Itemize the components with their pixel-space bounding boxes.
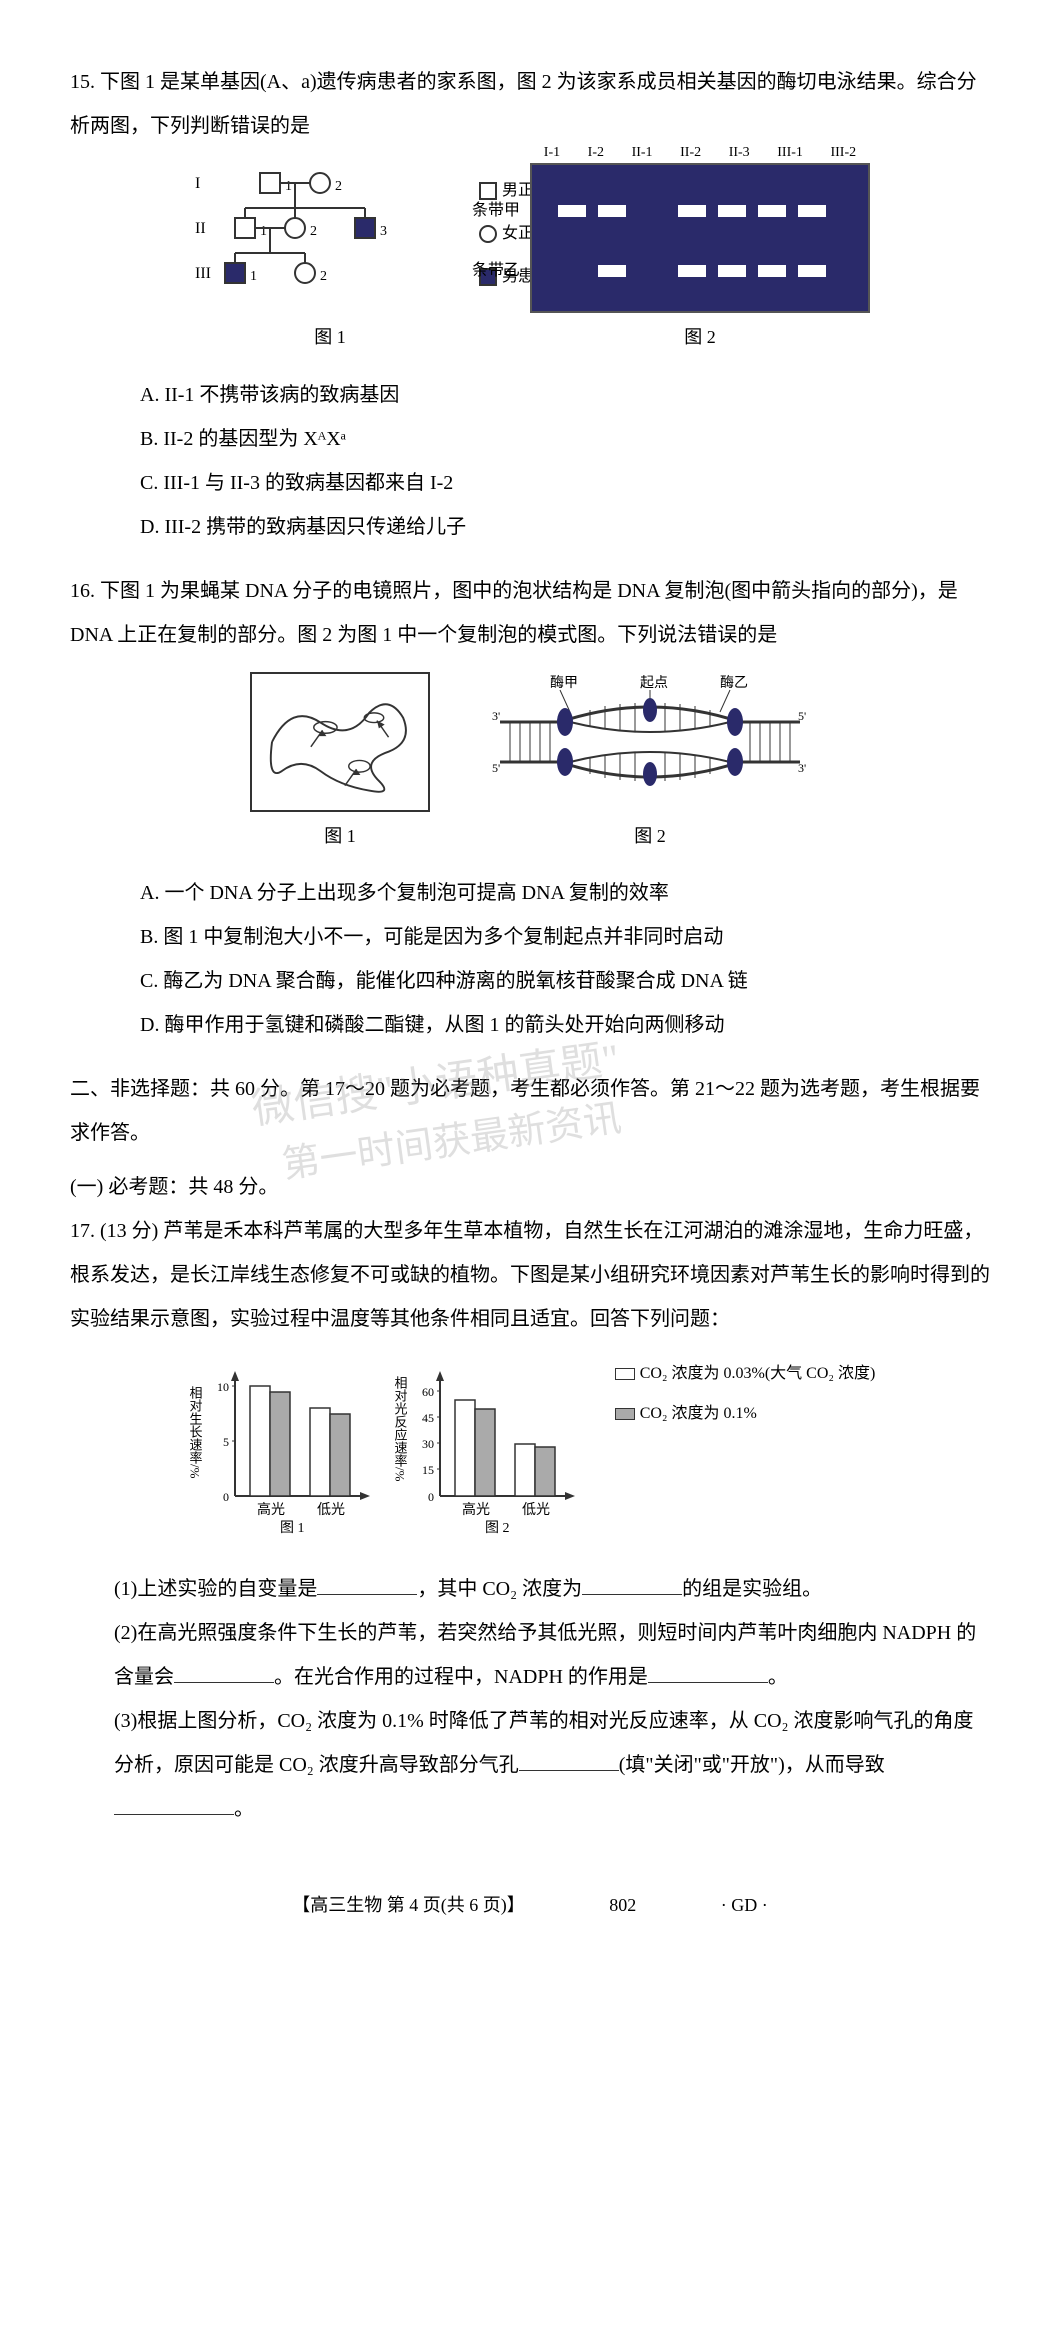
svg-text:1: 1 <box>250 269 257 284</box>
gel-row1-label: 条带甲 <box>472 193 520 228</box>
q16-options: A. 一个 DNA 分子上出现多个复制泡可提高 DNA 复制的效率 B. 图 1… <box>70 871 990 1047</box>
footer-center: 【高三生物 第 4 页(共 6 页)】 <box>292 1895 525 1915</box>
page-footer: 【高三生物 第 4 页(共 6 页)】 802 · GD · <box>70 1891 990 1917</box>
svg-text:5': 5' <box>798 709 806 723</box>
q17-points: (13 分) <box>100 1220 158 1242</box>
q17-text: 芦苇是禾本科芦苇属的大型多年生草本植物，自然生长在江河湖泊的滩涂湿地，生命力旺盛… <box>70 1220 990 1330</box>
q17-number: 17. <box>70 1220 95 1242</box>
svg-text:图 1: 图 1 <box>280 1521 305 1536</box>
q17-chart-legend: CO₂ 浓度为 0.03%(大气 CO₂ 浓度) CO₂ 浓度为 0.1% <box>615 1356 876 1436</box>
enzyme-b-label: 酶乙 <box>720 675 748 691</box>
svg-text:2: 2 <box>310 224 317 239</box>
q16-number: 16. <box>70 580 95 602</box>
q15-opt-c: C. III-1 与 II-3 的致病基因都来自 I-2 <box>140 461 990 505</box>
q17-sub1: (1)上述实验的自变量是，其中 CO₂ 浓度为的组是实验组。 <box>70 1567 990 1611</box>
q16-opt-d: D. 酶甲作用于氢键和磷酸二酯键，从图 1 的箭头处开始向两侧移动 <box>140 1003 990 1047</box>
q15-fig2-container: I-1 I-2 II-1 II-2 II-3 III-1 III-2 条带甲 条… <box>530 163 870 358</box>
enzyme-a-label: 酶甲 <box>550 675 578 691</box>
q17-sub2: (2)在高光照强度条件下生长的芦苇，若突然给予其低光照，则短时间内芦苇叶肉细胞内… <box>70 1611 990 1699</box>
q16-figures: 图 1 酶甲 起点 酶乙 3' 5' 5' <box>70 672 990 857</box>
svg-text:相对光反应速率/%: 相对光反应速率/% <box>392 1376 407 1482</box>
q15-number: 15. <box>70 71 95 93</box>
section-2-head: 二、非选择题：共 60 分。第 17～20 题为必考题，考生都必须作答。第 21… <box>70 1067 990 1155</box>
q17-chart1: 相对生长速率/% 0 5 10 高光 低光 图 1 <box>185 1356 385 1536</box>
dna-micrograph <box>250 672 430 812</box>
q17-charts: 相对生长速率/% 0 5 10 高光 低光 图 1 相对光反 <box>70 1356 990 1552</box>
q15-options: A. II-1 不携带该病的致病基因 B. II-2 的基因型为 XᴬXᵃ C.… <box>70 373 990 549</box>
q15-figures: I 1 2 II 1 2 <box>70 163 990 358</box>
q16-fig1-label: 图 1 <box>250 817 430 857</box>
pedigree-diagram: I 1 2 II 1 2 <box>190 163 470 313</box>
legend-item-1: CO₂ 浓度为 0.03%(大气 CO₂ 浓度) <box>640 1356 876 1391</box>
q15-opt-b: B. II-2 的基因型为 XᴬXᵃ <box>140 417 990 461</box>
question-15: 15. 下图 1 是某单基因(A、a)遗传病患者的家系图，图 2 为该家系成员相… <box>70 60 990 549</box>
q16-opt-c: C. 酶乙为 DNA 聚合酶，能催化四种游离的脱氧核苷酸聚合成 DNA 链 <box>140 959 990 1003</box>
q16-opt-a: A. 一个 DNA 分子上出现多个复制泡可提高 DNA 复制的效率 <box>140 871 990 915</box>
svg-text:2: 2 <box>335 179 342 194</box>
q16-opt-b: B. 图 1 中复制泡大小不一，可能是因为多个复制起点并非同时启动 <box>140 915 990 959</box>
svg-text:低光: 低光 <box>522 1502 550 1518</box>
q16-fig2-container: 酶甲 起点 酶乙 3' 5' 5' 3' <box>490 672 810 857</box>
svg-text:2: 2 <box>320 269 327 284</box>
svg-text:相对生长速率/%: 相对生长速率/% <box>187 1386 202 1479</box>
question-16: 16. 下图 1 为果蝇某 DNA 分子的电镜照片，图中的泡状结构是 DNA 复… <box>70 569 990 1048</box>
q16-fig1-container: 图 1 <box>250 672 430 857</box>
svg-text:0: 0 <box>223 1490 229 1504</box>
footer-right: · GD · <box>721 1895 768 1915</box>
q15-opt-d: D. III-2 携带的致病基因只传递给儿子 <box>140 505 990 549</box>
svg-text:45: 45 <box>422 1411 434 1425</box>
svg-text:15: 15 <box>422 1463 434 1477</box>
svg-text:3': 3' <box>798 761 806 775</box>
q17-chart2: 相对光反应速率/% 0 15 30 45 60 高光 低光 图 2 <box>390 1356 590 1536</box>
svg-text:高光: 高光 <box>462 1501 490 1518</box>
svg-text:3': 3' <box>492 709 500 723</box>
svg-text:图 2: 图 2 <box>485 1521 510 1536</box>
svg-text:30: 30 <box>422 1437 434 1451</box>
q15-fig1-label: 图 1 <box>190 318 470 358</box>
q15-fig1-container: I 1 2 II 1 2 <box>190 163 470 358</box>
svg-text:10: 10 <box>217 1380 229 1394</box>
svg-text:III: III <box>195 265 211 282</box>
q17-sub3: (3)根据上图分析，CO₂ 浓度为 0.1% 时降低了芦苇的相对光反应速率，从 … <box>70 1699 990 1831</box>
origin-label: 起点 <box>640 675 668 691</box>
q15-opt-a: A. II-1 不携带该病的致病基因 <box>140 373 990 417</box>
q15-text: 下图 1 是某单基因(A、a)遗传病患者的家系图，图 2 为该家系成员相关基因的… <box>70 71 977 137</box>
gel-row2-label: 条带乙 <box>472 253 520 288</box>
svg-text:低光: 低光 <box>317 1502 345 1518</box>
svg-text:3: 3 <box>380 224 387 239</box>
svg-text:II: II <box>195 220 206 237</box>
svg-text:60: 60 <box>422 1385 434 1399</box>
svg-text:0: 0 <box>428 1490 434 1504</box>
svg-text:高光: 高光 <box>257 1501 285 1518</box>
svg-text:1: 1 <box>260 224 267 239</box>
exam-page: 微信搜"小语种真题" 第一时间获最新资讯 15. 下图 1 是某单基因(A、a)… <box>0 0 1060 2339</box>
gel-electrophoresis: 条带甲 条带乙 <box>530 163 870 313</box>
q16-fig2-label: 图 2 <box>490 817 810 857</box>
replication-bubble: 酶甲 起点 酶乙 3' 5' 5' 3' <box>490 672 810 812</box>
q15-fig2-label: 图 2 <box>530 318 870 358</box>
question-17: 17. (13 分) 芦苇是禾本科芦苇属的大型多年生草本植物，自然生长在江河湖泊… <box>70 1209 990 1831</box>
q16-text: 下图 1 为果蝇某 DNA 分子的电镜照片，图中的泡状结构是 DNA 复制泡(图… <box>70 580 958 646</box>
svg-text:5': 5' <box>492 761 500 775</box>
section-2-sub: (一) 必考题：共 48 分。 <box>70 1170 990 1199</box>
svg-text:1: 1 <box>285 179 292 194</box>
footer-code: 802 <box>609 1895 636 1915</box>
svg-text:I: I <box>195 175 200 192</box>
svg-text:5: 5 <box>223 1435 229 1449</box>
legend-item-2: CO₂ 浓度为 0.1% <box>640 1396 757 1431</box>
